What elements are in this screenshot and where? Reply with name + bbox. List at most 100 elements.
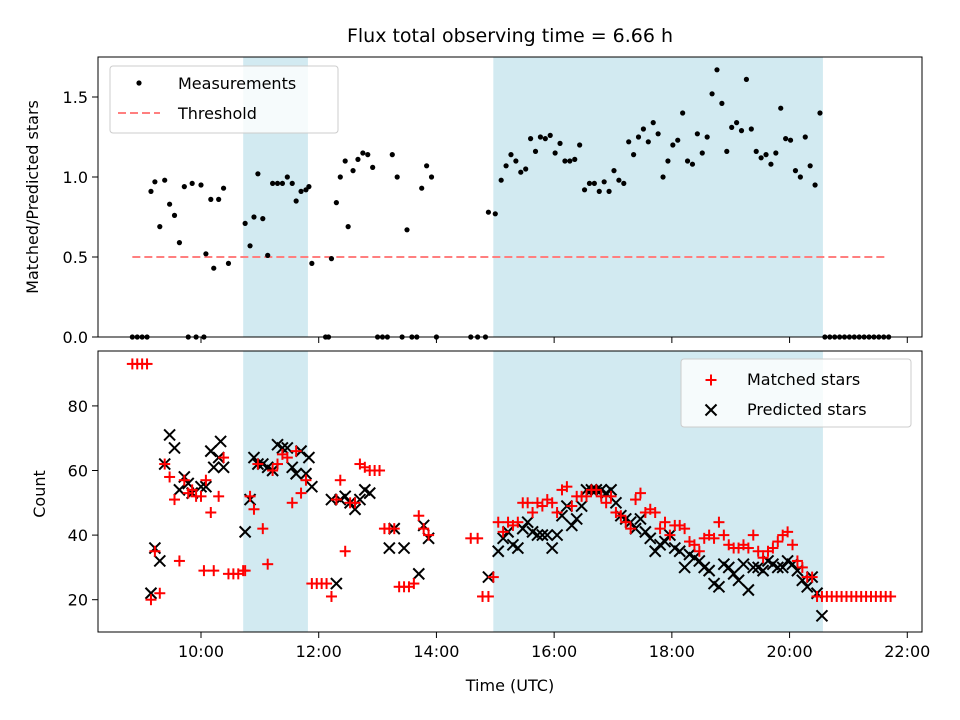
predicted-star-point-b xyxy=(702,564,716,577)
measurement-point xyxy=(532,148,539,154)
bottom-y-axis: 20 40 60 80 xyxy=(68,397,98,610)
predicted-star-point-b xyxy=(286,461,299,474)
measurement-point xyxy=(724,148,730,154)
matched-star-point xyxy=(374,465,386,477)
measurement-point xyxy=(572,156,578,162)
predicted-star-point xyxy=(644,532,657,545)
x-tick-label: 14:00 xyxy=(413,642,459,661)
shaded-span xyxy=(493,57,823,337)
predicted-star-point-b xyxy=(639,525,652,539)
predicted-star-point xyxy=(658,535,672,548)
matched-star-point xyxy=(615,510,627,522)
matched-star-point xyxy=(149,545,161,557)
matched-star-point xyxy=(321,578,333,590)
measurement-point xyxy=(523,166,529,172)
top-panel: 0.0 0.5 1.0 1.5 Matched/Predicted stars Mea… xyxy=(23,56,923,347)
matched-star-point xyxy=(262,558,274,570)
y-tick-label: 0.0 xyxy=(63,328,88,347)
predicted-star-point-b xyxy=(261,461,274,474)
predicted-star-point-b xyxy=(727,567,740,581)
measurement-point xyxy=(778,105,784,111)
matched-star-point xyxy=(625,523,637,535)
measurement-point xyxy=(171,212,178,218)
y-tick-label: 40 xyxy=(68,526,88,545)
predicted-star-point xyxy=(756,564,770,577)
measurement-point xyxy=(293,198,299,204)
predicted-star-point-b xyxy=(570,512,583,526)
predicted-star-point-b xyxy=(511,541,525,555)
measurement-point xyxy=(547,132,553,138)
predicted-star-point-b xyxy=(412,567,425,581)
x-tick-label: 16:00 xyxy=(531,642,577,661)
measurement-point xyxy=(660,174,666,180)
measurement-point xyxy=(220,185,227,191)
y-tick-label: 1.5 xyxy=(63,88,88,107)
measurement-point xyxy=(621,180,627,186)
matched-star-point xyxy=(267,465,279,477)
measurement-point xyxy=(616,177,622,183)
predicted-star-point-b xyxy=(771,561,785,574)
measurement-point xyxy=(265,252,271,258)
predicted-star-point-b xyxy=(521,515,534,529)
predicted-star-point xyxy=(678,561,691,574)
predicted-star-point-b xyxy=(506,538,520,552)
matched-star-point xyxy=(664,529,676,541)
measurement-point xyxy=(709,91,715,97)
predicted-star-point-b xyxy=(648,545,662,558)
matched-star-point xyxy=(659,516,671,528)
predicted-star-point-b xyxy=(247,451,261,464)
predicted-star-point-b xyxy=(289,467,303,480)
predicted-star-point-b xyxy=(144,587,158,600)
matched-star-point xyxy=(708,532,720,544)
predicted-star-point-b xyxy=(173,483,186,497)
predicted-star-point-b xyxy=(737,557,750,571)
bottom-data-layer xyxy=(126,358,897,623)
predicted-star-point xyxy=(289,467,303,480)
measurement-point xyxy=(485,209,492,215)
predicted-star-point-b xyxy=(168,441,181,455)
matched-star-point xyxy=(747,529,759,541)
measurement-point xyxy=(513,158,519,164)
y-tick-label: 0.5 xyxy=(63,248,88,267)
top-legend: Measurements Threshold xyxy=(109,65,339,134)
predicted-star-point-b xyxy=(609,496,623,510)
predicted-star-point xyxy=(511,541,525,555)
predicted-star-point xyxy=(276,441,289,455)
predicted-star-point-b xyxy=(801,580,814,593)
predicted-star-point xyxy=(722,561,735,574)
measurement-point xyxy=(577,142,583,148)
predicted-star-point-b xyxy=(565,519,579,532)
measurement-point xyxy=(242,220,248,226)
predicted-star-point-b xyxy=(545,541,559,555)
matched-star-point xyxy=(178,474,190,486)
legend-measurements-marker xyxy=(136,80,142,86)
predicted-star-point-b xyxy=(363,486,376,500)
matched-star-point xyxy=(349,497,361,509)
predicted-star-point-b xyxy=(358,483,372,497)
matched-star-point xyxy=(423,529,435,541)
matched-star-point xyxy=(492,516,504,528)
predicted-star-point-b xyxy=(276,441,289,455)
matched-star-point xyxy=(551,506,563,518)
measurement-point xyxy=(680,110,686,116)
predicted-star-point xyxy=(742,583,755,597)
matched-star-point xyxy=(782,526,794,538)
matched-star-point xyxy=(512,516,524,528)
bottom-panel: 20 40 60 80 10:00 12:00 14:00 16:00 18:00 20:00 2… xyxy=(30,350,930,695)
measurement-point xyxy=(365,152,371,158)
measurement-point xyxy=(552,150,558,156)
measurement-point xyxy=(255,171,261,177)
matched-star-point xyxy=(330,494,342,506)
measurement-point xyxy=(611,168,617,174)
matched-star-point xyxy=(742,542,754,554)
measurement-point xyxy=(665,158,671,164)
matched-star-point xyxy=(164,471,176,483)
y-tick-label: 80 xyxy=(68,397,88,416)
predicted-star-point-b xyxy=(668,541,682,555)
predicted-star-point-b xyxy=(712,580,726,593)
measurement-point xyxy=(284,174,290,180)
matched-star-point xyxy=(885,590,897,602)
measurement-point xyxy=(670,142,676,148)
legend-predicted-marker xyxy=(704,403,718,417)
matched-star-point xyxy=(195,490,207,502)
